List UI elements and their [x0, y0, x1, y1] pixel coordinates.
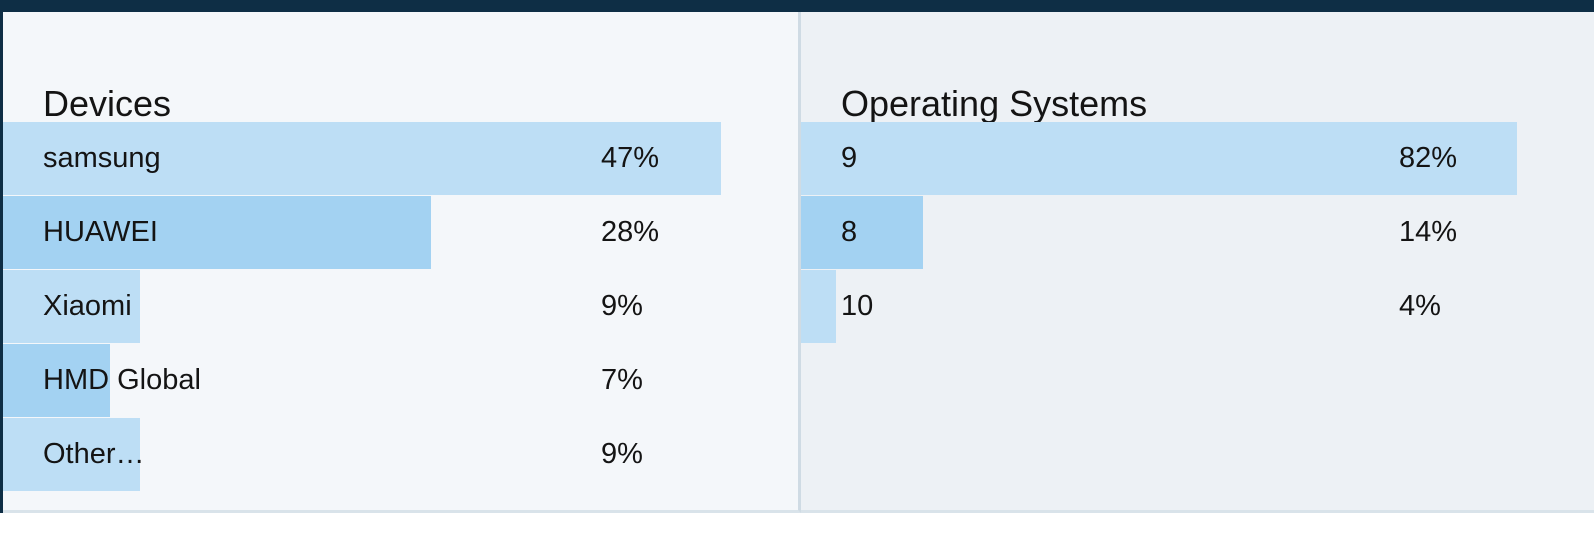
chart-row-xiaomi[interactable]: Xiaomi 9%: [3, 270, 798, 344]
bar-label: 8: [841, 216, 858, 248]
bar-value: 82%: [1399, 142, 1458, 174]
bar-label: samsung: [43, 142, 161, 174]
bar-label: 9: [841, 142, 858, 174]
page-background-below-widgets: [0, 513, 1594, 534]
devices-widget-title: Devices: [43, 82, 172, 124]
chart-row-os-9[interactable]: 9 82%: [801, 122, 1594, 196]
devices-widget: Devices samsung 47% HUAWEI 28% Xiaomi 9%…: [3, 12, 801, 513]
chart-row-os-8[interactable]: 8 14%: [801, 196, 1594, 270]
bar-label: Xiaomi: [43, 290, 132, 322]
operating-systems-widget-title: Operating Systems: [841, 82, 1148, 124]
operating-systems-widget: Operating Systems 9 82% 8 14% 10 4%: [801, 12, 1594, 513]
bar-label: 10: [841, 290, 874, 322]
bar-value: 9%: [601, 290, 643, 322]
bar-label: HMD Global: [43, 364, 201, 396]
bar-huawei: [3, 196, 431, 269]
bar-other: [3, 418, 141, 491]
bar-os-10: [801, 270, 836, 343]
page-background-edge: [0, 0, 3, 513]
bar-value: 4%: [1399, 290, 1441, 322]
app-header-bar: [0, 0, 1594, 12]
bar-samsung: [3, 122, 721, 195]
bar-xiaomi: [3, 270, 141, 343]
bar-label: Other…: [43, 438, 145, 470]
chart-row-os-10[interactable]: 10 4%: [801, 270, 1594, 344]
chart-row-hmd-global[interactable]: HMD Global 7%: [3, 344, 798, 418]
bar-value: 14%: [1399, 216, 1458, 248]
chart-row-samsung[interactable]: samsung 47%: [3, 122, 798, 196]
bar-os-8: [801, 196, 924, 269]
bar-value: 28%: [601, 216, 660, 248]
chart-row-huawei[interactable]: HUAWEI 28%: [3, 196, 798, 270]
bar-label: HUAWEI: [43, 216, 158, 248]
bar-value: 9%: [601, 438, 643, 470]
bar-value: 7%: [601, 364, 643, 396]
bar-os-9: [801, 122, 1518, 195]
chart-row-other[interactable]: Other… 9%: [3, 418, 798, 492]
bar-hmd-global: [3, 344, 110, 417]
bar-value: 47%: [601, 142, 660, 174]
devices-bar-chart: samsung 47% HUAWEI 28% Xiaomi 9% HMD Glo…: [3, 122, 798, 492]
operating-systems-bar-chart: 9 82% 8 14% 10 4%: [801, 122, 1594, 344]
